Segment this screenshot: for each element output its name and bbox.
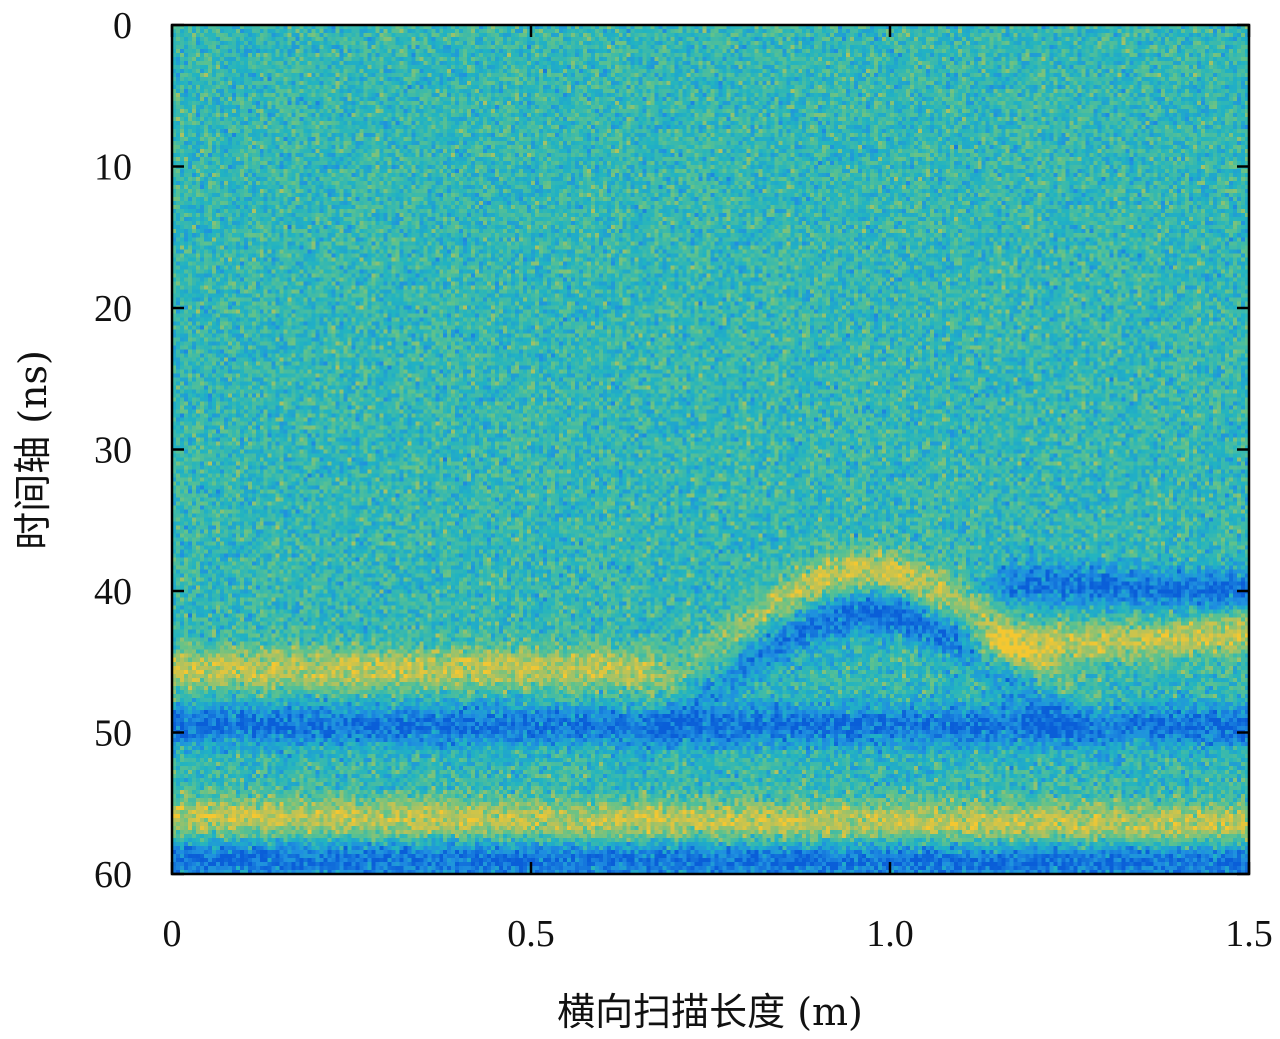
y-axis-ticks: 0 10 20 30 40 50 60 xyxy=(94,5,1249,896)
x-tick-label: 0.5 xyxy=(507,913,555,955)
y-tick-label: 20 xyxy=(94,288,132,330)
plot-frame xyxy=(170,23,1251,876)
y-tick-label: 60 xyxy=(94,854,132,896)
x-tick-label: 1.5 xyxy=(1225,913,1273,955)
x-axis-ticks: 0 0.5 1.0 1.5 xyxy=(163,25,1273,955)
y-tick-label: 40 xyxy=(94,571,132,613)
x-tick-label: 0 xyxy=(163,913,182,955)
x-tick-label: 1.0 xyxy=(866,913,914,955)
x-axis-label: 横向扫描长度 (m) xyxy=(557,990,863,1034)
heatmap-image xyxy=(172,25,1249,874)
plot-border xyxy=(170,23,1251,876)
y-axis-label: 时间轴 (ns) xyxy=(11,350,55,550)
y-tick-label: 10 xyxy=(94,147,132,189)
y-tick-label: 50 xyxy=(94,713,132,755)
y-tick-label: 30 xyxy=(94,430,132,472)
y-tick-label: 0 xyxy=(113,5,132,47)
